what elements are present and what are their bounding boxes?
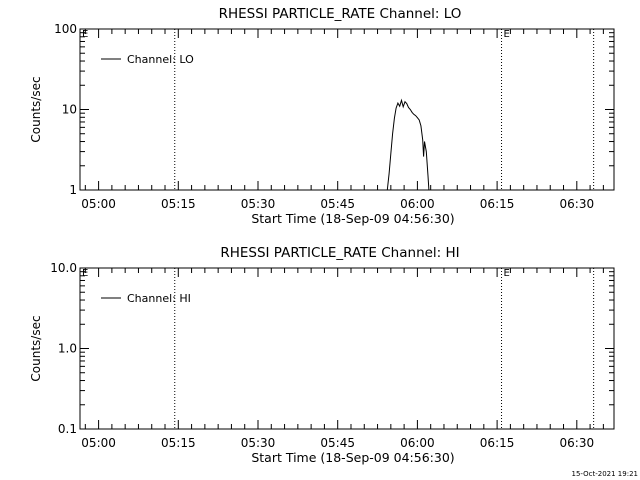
footer-timestamp: 15-Oct-2021 19:21 [572, 470, 638, 478]
x-tick-label: 05:45 [320, 436, 355, 450]
chart-title: RHESSI PARTICLE_RATE Channel: HI [220, 245, 459, 261]
legend-label: Channel: LO [127, 53, 194, 66]
y-tick-label: 10.0 [50, 261, 77, 275]
y-tick-label: 1.0 [58, 342, 77, 356]
x-tick-label: 06:15 [480, 197, 515, 211]
y-tick-label: 10 [62, 103, 77, 117]
y-tick-label: 1 [69, 183, 77, 197]
x-axis-label: Start Time (18-Sep-09 04:56:30) [251, 211, 454, 226]
legend: Channel: LO [101, 53, 194, 66]
y-axis-label: Counts/sec [29, 76, 43, 142]
x-tick-label: 05:00 [81, 197, 116, 211]
x-tick-label: 06:00 [400, 197, 435, 211]
x-tick-label: 05:30 [241, 436, 276, 450]
event-marker: E [504, 29, 510, 40]
x-tick-label: 05:45 [320, 197, 355, 211]
event-marker: E [82, 29, 88, 40]
chart-title: RHESSI PARTICLE_RATE Channel: LO [219, 6, 462, 22]
x-tick-label: 05:30 [241, 197, 276, 211]
x-tick-label: 06:30 [560, 197, 595, 211]
legend-label: Channel: HI [127, 292, 191, 305]
x-tick-label: 06:00 [400, 436, 435, 450]
series-line [386, 98, 430, 191]
x-tick-label: 05:15 [161, 436, 196, 450]
y-axis-label: Counts/sec [29, 315, 43, 381]
legend: Channel: HI [101, 292, 191, 305]
x-tick-label: 06:15 [480, 436, 515, 450]
x-axis-label: Start Time (18-Sep-09 04:56:30) [251, 450, 454, 465]
y-tick-label: 100 [54, 22, 77, 36]
event-marker: E [82, 268, 88, 279]
chart-panel: RHESSI PARTICLE_RATE Channel: LO 1 10 100 05… [29, 6, 615, 226]
x-tick-label: 05:00 [81, 436, 116, 450]
x-tick-label: 05:15 [161, 197, 196, 211]
chart-panel: RHESSI PARTICLE_RATE Channel: HI 0.1 1.0 10… [29, 245, 615, 465]
x-tick-label: 06:30 [560, 436, 595, 450]
y-tick-label: 0.1 [58, 422, 77, 436]
event-marker: E [504, 268, 510, 279]
